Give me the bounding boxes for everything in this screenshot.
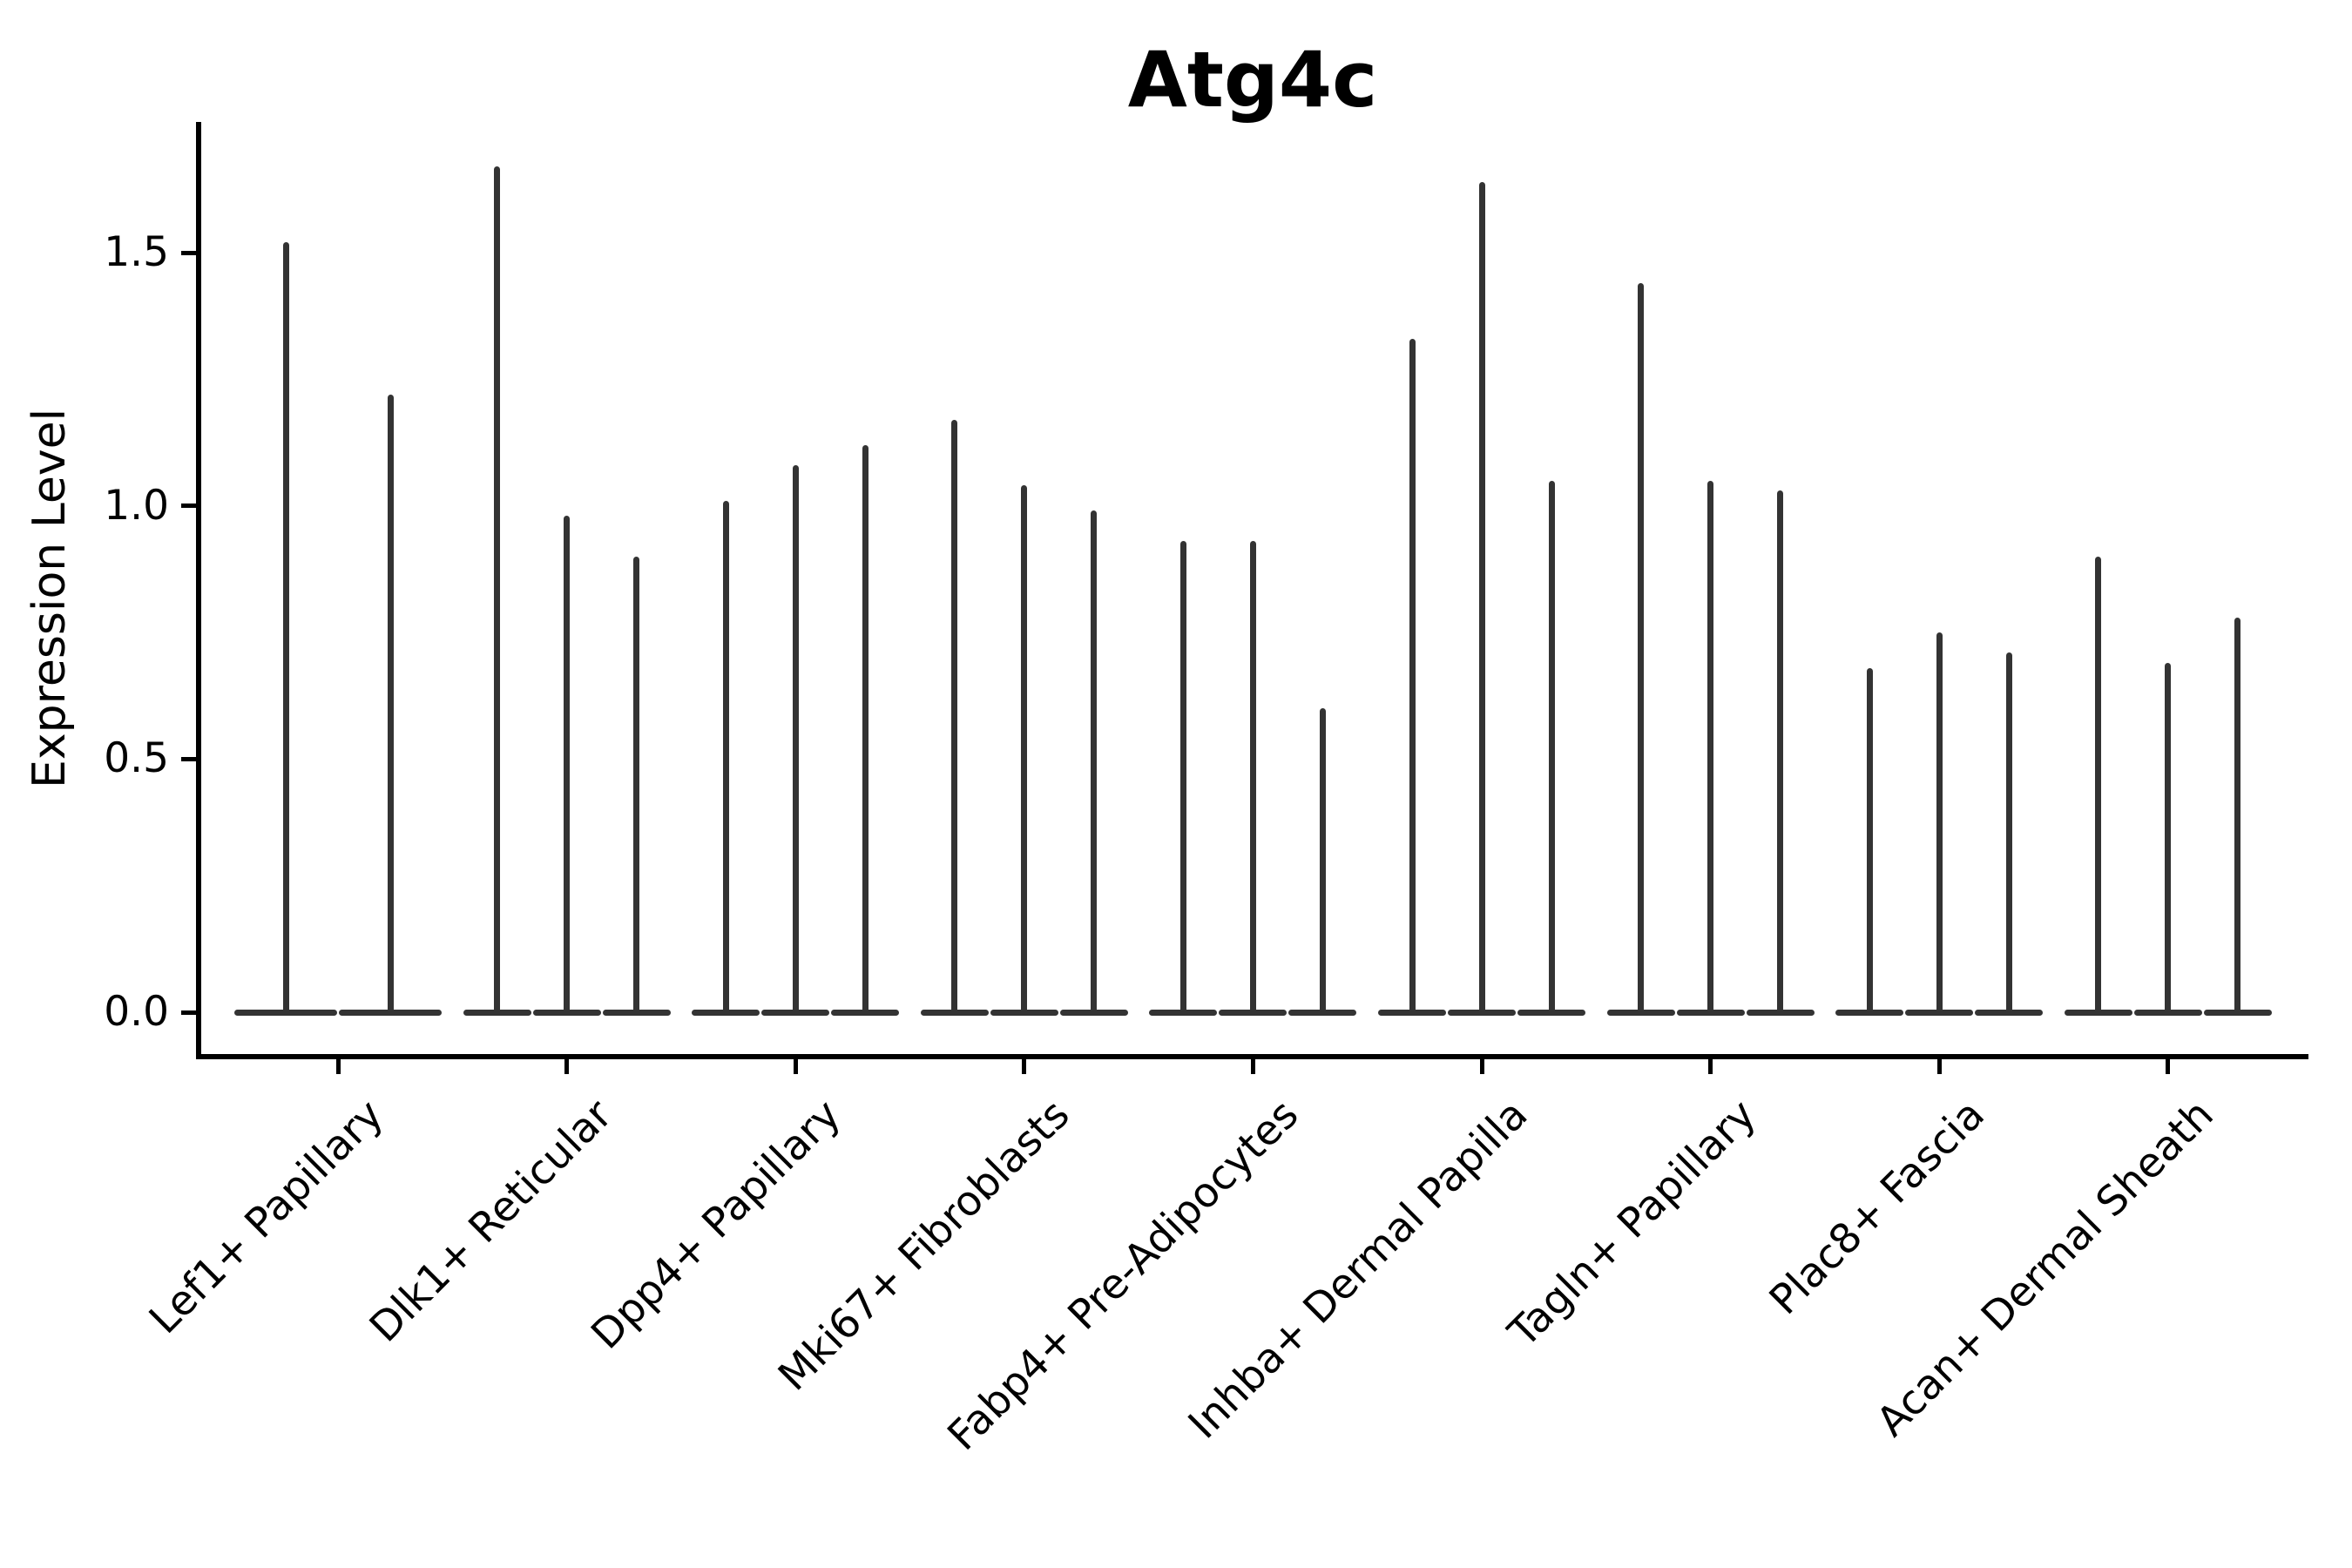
violin-spike [1548, 480, 1555, 1012]
y-tick [181, 504, 196, 509]
violin-base [761, 1009, 830, 1016]
y-tick-label: 1.5 [104, 228, 169, 276]
violin-base [1288, 1009, 1357, 1016]
x-tick [564, 1059, 570, 1074]
violin-base [1149, 1009, 1218, 1016]
x-tick [793, 1059, 798, 1074]
violin-base [1448, 1009, 1516, 1016]
violin-spike [564, 516, 571, 1012]
violin-base [339, 1009, 442, 1016]
x-tick [1479, 1059, 1484, 1074]
y-tick-label: 1.0 [104, 481, 169, 530]
violin-base [2133, 1009, 2202, 1016]
violin-spike [282, 242, 289, 1012]
x-tick [1936, 1059, 1942, 1074]
violin-spike [1409, 338, 1416, 1012]
violin-spike [1478, 181, 1485, 1012]
violin-base [831, 1009, 900, 1016]
violin-spike [862, 444, 868, 1012]
violin-spike [1249, 541, 1256, 1012]
violin-base [2064, 1009, 2132, 1016]
x-tick [1250, 1059, 1255, 1074]
violin-base [692, 1009, 760, 1016]
violin-base [1676, 1009, 1745, 1016]
y-axis-label: Expression Level [24, 408, 76, 789]
violin-spike [2165, 662, 2172, 1012]
y-tick [181, 756, 196, 761]
y-tick [181, 1010, 196, 1015]
violin-base [602, 1009, 671, 1016]
violin-base [1835, 1009, 1904, 1016]
violin-base [990, 1009, 1058, 1016]
plot-title: Atg4c [1127, 35, 1378, 125]
violin-spike [387, 394, 394, 1012]
violin-spike [1707, 480, 1714, 1012]
x-tick [1708, 1059, 1713, 1074]
violin-base [1378, 1009, 1446, 1016]
x-tick [1022, 1059, 1027, 1074]
x-tick [2166, 1059, 2171, 1074]
violin-base [1517, 1009, 1585, 1016]
x-tick-label: Dlk1+ Reticular [361, 1091, 622, 1352]
x-tick [335, 1059, 341, 1074]
violin-spike [1936, 632, 1943, 1012]
violin-spike [2234, 617, 2241, 1012]
violin-base [920, 1009, 989, 1016]
violin-spike [2005, 652, 2012, 1012]
x-tick-label: Lef1+ Papillary [139, 1091, 393, 1343]
y-tick-label: 0.0 [104, 988, 169, 1036]
x-axis-spine [196, 1054, 2308, 1059]
violin-base [463, 1009, 531, 1016]
x-tick-label: Tagln+ Papillary [1499, 1091, 1766, 1357]
violin-spike [1021, 485, 1028, 1012]
violin-spike [494, 166, 501, 1012]
violin-base [2203, 1009, 2272, 1016]
violin-base [532, 1009, 601, 1016]
violin-spike [1638, 282, 1645, 1012]
violin-spike [951, 419, 958, 1012]
violin-spike [722, 500, 729, 1012]
violin-base [1975, 1009, 2044, 1016]
violin-base [1746, 1009, 1815, 1016]
violin-spike [633, 556, 640, 1012]
violin-base [1059, 1009, 1128, 1016]
violin-spike [1866, 667, 1873, 1012]
x-tick-label: Plac8+ Fascia [1761, 1091, 1995, 1324]
violin-base [234, 1009, 337, 1016]
x-tick-label: Dpp4+ Papillary [582, 1091, 851, 1359]
violin-spike [2095, 556, 2102, 1012]
y-tick-label: 0.5 [104, 734, 169, 783]
violin-spike [1319, 708, 1326, 1012]
violin-base [1606, 1009, 1675, 1016]
violin-spike [792, 465, 799, 1012]
violin-spike [1179, 541, 1186, 1012]
violin-spike [1091, 510, 1098, 1012]
y-axis-spine [196, 122, 201, 1059]
violin-base [1219, 1009, 1288, 1016]
y-tick [181, 250, 196, 255]
violin-base [1905, 1009, 1974, 1016]
violin-spike [1777, 490, 1784, 1012]
